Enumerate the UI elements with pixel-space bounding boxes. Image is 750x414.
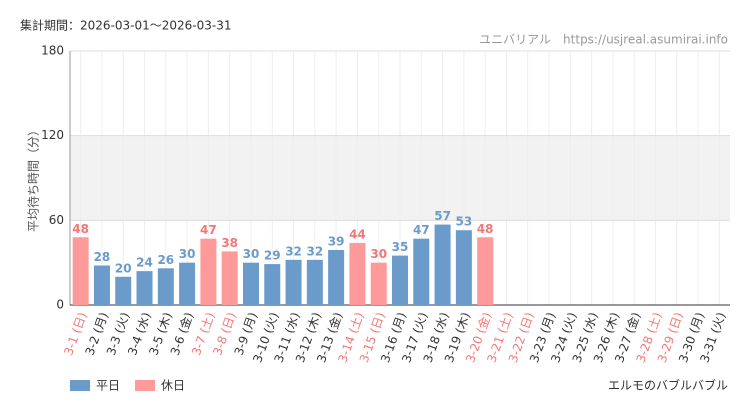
- value-label: 32: [306, 244, 323, 258]
- bar: [434, 224, 451, 305]
- bar: [477, 237, 494, 305]
- value-label: 48: [477, 222, 494, 236]
- value-label: 35: [392, 240, 409, 254]
- bar: [455, 230, 472, 305]
- value-label: 30: [179, 247, 196, 261]
- value-label: 53: [456, 215, 473, 229]
- bar: [115, 276, 132, 305]
- legend-label: 休日: [161, 379, 185, 393]
- bar: [221, 251, 238, 305]
- value-label: 47: [200, 223, 217, 237]
- bar: [200, 238, 217, 305]
- value-label: 57: [434, 209, 451, 223]
- value-label: 30: [370, 247, 387, 261]
- bar: [306, 259, 323, 305]
- bar: [179, 262, 196, 305]
- legend-swatch: [70, 380, 90, 391]
- y-axis-label: 平均待ち時間（分）: [27, 124, 41, 232]
- value-label: 29: [264, 249, 281, 263]
- y-tick-label: 120: [41, 128, 64, 142]
- bar: [72, 237, 89, 305]
- bar: [370, 262, 387, 305]
- bar: [349, 242, 366, 305]
- y-tick-label: 60: [49, 213, 64, 227]
- value-label: 32: [285, 244, 302, 258]
- attraction-name: エルモのバブルバブル: [608, 378, 728, 393]
- source: ユニバリアル https://usjreal.asumirai.info: [479, 33, 728, 47]
- value-label: 28: [94, 250, 111, 264]
- value-label: 39: [328, 234, 345, 248]
- value-label: 24: [136, 256, 153, 270]
- value-label: 48: [72, 222, 89, 236]
- value-label: 38: [221, 236, 238, 250]
- y-tick-label: 0: [56, 298, 64, 312]
- bar: [157, 268, 174, 305]
- bar: [413, 238, 430, 305]
- bar: [264, 264, 281, 305]
- bar: [392, 255, 408, 305]
- bar: [285, 259, 302, 305]
- value-label: 20: [115, 261, 132, 275]
- period: 集計期間：2026-03-01～2026-03-31: [20, 18, 231, 33]
- legend-label: 平日: [96, 379, 120, 393]
- y-tick-label: 180: [41, 44, 64, 58]
- value-label: 26: [157, 253, 174, 267]
- value-label: 47: [413, 223, 430, 237]
- legend-swatch: [135, 380, 155, 391]
- value-label: 44: [349, 227, 366, 241]
- bar: [328, 249, 345, 305]
- value-label: 30: [243, 247, 260, 261]
- bar: [93, 265, 110, 305]
- bar: [242, 262, 259, 305]
- bar: [136, 271, 153, 305]
